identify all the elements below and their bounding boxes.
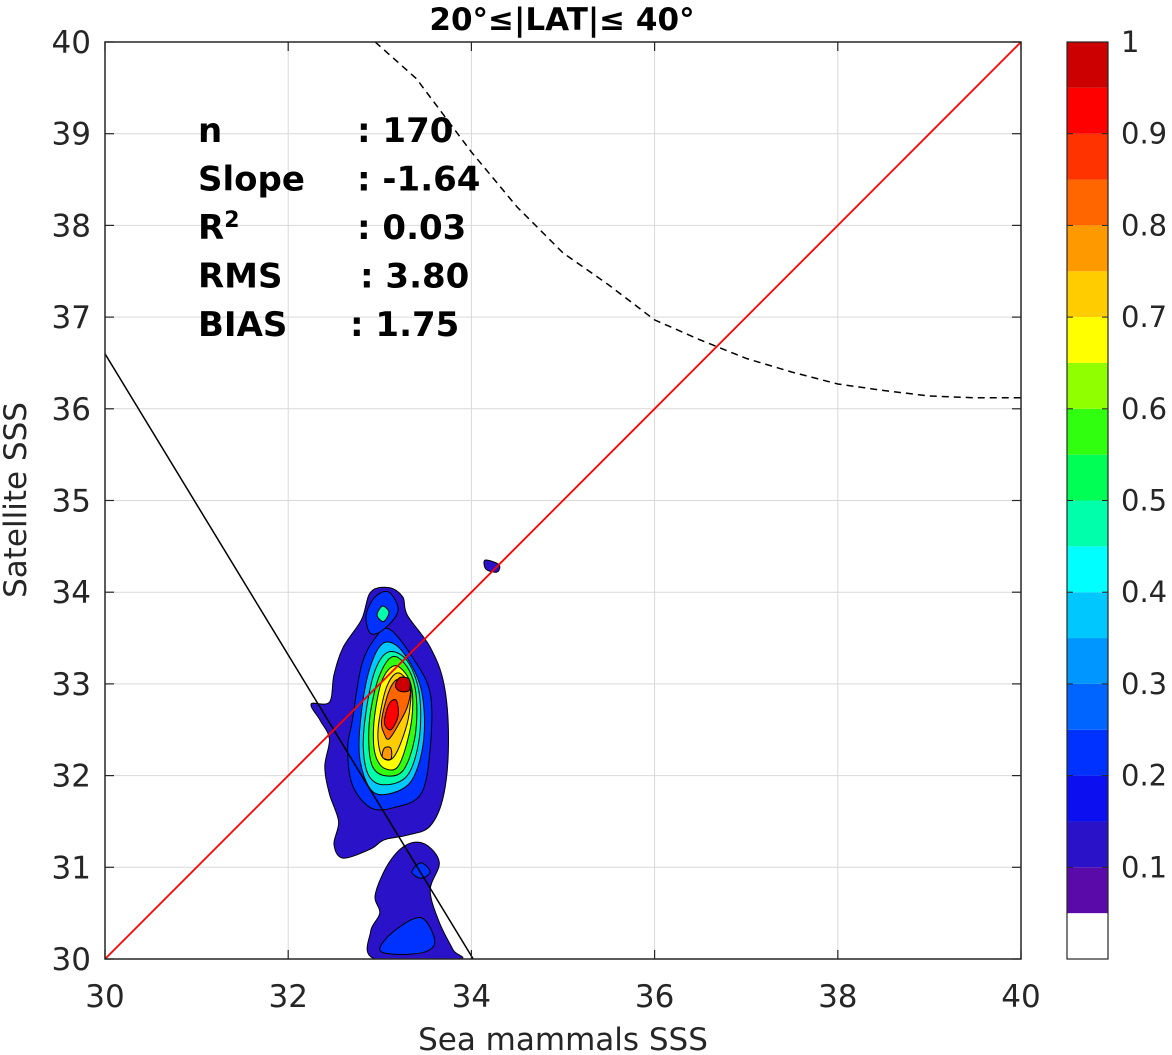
y-axis-title: Satellite SSS <box>0 402 34 598</box>
stat-label-4: BIAS <box>198 305 287 345</box>
colorbar-label-3: 0.7 <box>1121 300 1167 334</box>
chart-title: 20°≤|LAT|≤ 40° <box>429 2 694 38</box>
colorbar-segment-0 <box>1067 913 1108 959</box>
stat-sup-2: 2 <box>224 208 239 233</box>
colorbar-label-7: 0.3 <box>1121 667 1167 701</box>
contour-region-1 <box>366 841 464 959</box>
colorbar-label-5: 0.5 <box>1121 484 1167 518</box>
colorbar-label-4: 0.6 <box>1121 392 1167 426</box>
y-tick-label-0: 30 <box>52 942 91 978</box>
colorbar-label-9: 0.1 <box>1121 850 1167 884</box>
colorbar-segment-14 <box>1067 271 1108 318</box>
dashed-curve <box>374 42 1021 399</box>
colorbar <box>1067 42 1108 959</box>
colorbar-segment-1 <box>1067 867 1108 914</box>
x-tick-label-0: 30 <box>85 979 124 1015</box>
x-tick-label-5: 40 <box>1001 979 1040 1015</box>
y-tick-label-4: 34 <box>52 575 91 611</box>
colorbar-segment-15 <box>1067 225 1108 272</box>
y-tick-label-10: 40 <box>52 25 91 61</box>
one-to-one-line <box>105 42 1021 959</box>
stat-value-2: : 0.03 <box>357 208 466 248</box>
colorbar-segment-18 <box>1067 87 1108 134</box>
colorbar-segment-9 <box>1067 500 1108 547</box>
colorbar-labels: 1 0.9 0.8 0.7 0.6 0.5 0.4 0.3 0.2 0.1 <box>1067 25 1167 884</box>
reference-lines <box>105 42 1021 959</box>
x-tick-label-3: 36 <box>635 979 674 1015</box>
y-tick-label-3: 33 <box>52 667 91 703</box>
y-tick-label-7: 37 <box>52 300 91 336</box>
colorbar-label-6: 0.4 <box>1121 575 1167 609</box>
stat-label-3: RMS <box>198 257 283 297</box>
contour-regions <box>310 559 501 959</box>
contour-region-14 <box>381 746 393 761</box>
stat-value-0: : 170 <box>357 111 453 151</box>
y-tick-label-1: 31 <box>52 850 91 886</box>
colorbar-label-2: 0.8 <box>1121 208 1167 242</box>
colorbar-segment-5 <box>1067 683 1108 730</box>
y-tick-label-6: 36 <box>52 392 91 428</box>
colorbar-segment-2 <box>1067 821 1108 868</box>
colorbar-segment-16 <box>1067 179 1108 226</box>
contour-region-15 <box>383 699 399 731</box>
stat-label-1: Slope <box>198 160 305 200</box>
colorbar-label-1: 0.9 <box>1121 117 1167 151</box>
colorbar-segment-12 <box>1067 362 1108 409</box>
y-tick-label-8: 38 <box>52 208 91 244</box>
colorbar-segment-4 <box>1067 729 1108 776</box>
y-tick-label-9: 39 <box>52 117 91 153</box>
x-axis-title: Sea mammals SSS <box>418 1022 708 1055</box>
stats-annotation: n : 170 Slope : -1.64 R2 : 0.03 RMS : 3.80 BIAS:… <box>198 111 480 345</box>
stat-label-0: n <box>198 111 222 151</box>
y-tick-labels: 30 31 32 33 34 35 36 37 38 39 40 <box>52 25 91 978</box>
colorbar-segment-8 <box>1067 546 1108 593</box>
x-tick-label-4: 38 <box>818 979 857 1015</box>
axis-ticks <box>104 41 1022 960</box>
contour-region-2 <box>483 559 501 573</box>
colorbar-segment-19 <box>1067 42 1108 88</box>
x-tick-label-2: 34 <box>452 979 491 1015</box>
colorbar-segment-13 <box>1067 317 1108 363</box>
y-tick-label-5: 35 <box>52 484 91 520</box>
colorbar-segment-7 <box>1067 592 1108 639</box>
colorbar-segment-11 <box>1067 408 1108 455</box>
stat-label-2: R2 <box>198 208 240 249</box>
contour-region-4 <box>379 917 436 955</box>
colorbar-segment-10 <box>1067 454 1108 501</box>
colorbar-segment-6 <box>1067 638 1108 684</box>
x-tick-labels: 30 32 34 36 38 40 <box>85 979 1040 1015</box>
contour-region-9 <box>376 605 390 623</box>
colorbar-segment-17 <box>1067 133 1108 180</box>
colorbar-segment-3 <box>1067 775 1108 822</box>
stat-value-4: : 1.75 <box>350 305 459 345</box>
fit-line <box>105 353 474 959</box>
x-tick-label-1: 32 <box>268 979 307 1015</box>
y-tick-label-2: 32 <box>52 759 91 795</box>
contour-region-16 <box>394 676 411 693</box>
colorbar-label-0: 1 <box>1121 25 1139 59</box>
stat-value-3: : 3.80 <box>360 257 469 297</box>
stat-value-1: : -1.64 <box>357 160 480 200</box>
colorbar-label-8: 0.2 <box>1121 759 1167 793</box>
